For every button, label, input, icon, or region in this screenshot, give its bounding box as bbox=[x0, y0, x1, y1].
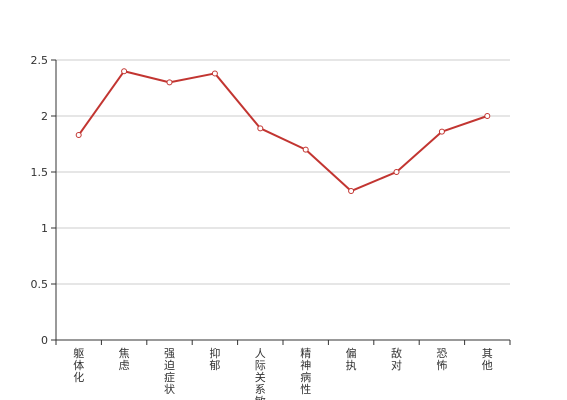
data-point bbox=[438, 128, 445, 135]
y-tick-label: 0 bbox=[41, 334, 48, 347]
data-point bbox=[393, 169, 400, 175]
data-point bbox=[302, 146, 309, 153]
x-tick-label: 偏执 bbox=[346, 346, 357, 372]
series-line bbox=[77, 70, 488, 193]
x-tick-label: 精神病性 bbox=[300, 347, 311, 396]
y-axis-tick-labels: 0 0.5 1 1.5 2 2.5 bbox=[31, 54, 49, 347]
y-tick-label: 1.5 bbox=[31, 166, 49, 179]
data-point bbox=[75, 132, 82, 139]
x-tick-label: 焦虑 bbox=[119, 347, 130, 372]
y-tick-label: 0.5 bbox=[31, 278, 49, 291]
data-point bbox=[484, 113, 491, 119]
y-tick-label: 2 bbox=[41, 110, 48, 123]
data-point bbox=[348, 188, 355, 195]
x-tick-label: 敌对 bbox=[391, 346, 402, 372]
y-tick-label: 1 bbox=[41, 222, 48, 235]
x-tick-label: 抑郁 bbox=[209, 346, 220, 372]
series-line-path bbox=[77, 70, 488, 193]
x-tick-label: 人际关系敏感 bbox=[255, 347, 266, 400]
x-tick-label: 躯体化 bbox=[73, 347, 84, 384]
x-tick-label: 强迫症状 bbox=[164, 347, 175, 396]
x-tick-label: 其他 bbox=[482, 347, 493, 372]
x-tick-label: 恐怖 bbox=[436, 347, 447, 372]
data-point bbox=[121, 68, 128, 75]
x-axis-tick-labels: 躯体化 焦虑 强迫症状 抑郁 人际关系敏感 精神病性 偏执 敌对 恐怖 其他 bbox=[73, 346, 493, 400]
data-point bbox=[257, 125, 264, 132]
data-point bbox=[166, 79, 173, 86]
data-points bbox=[75, 68, 491, 195]
y-tick-label: 2.5 bbox=[31, 54, 49, 67]
grid-lines bbox=[56, 59, 510, 285]
data-point bbox=[211, 70, 218, 77]
axes bbox=[51, 59, 511, 345]
